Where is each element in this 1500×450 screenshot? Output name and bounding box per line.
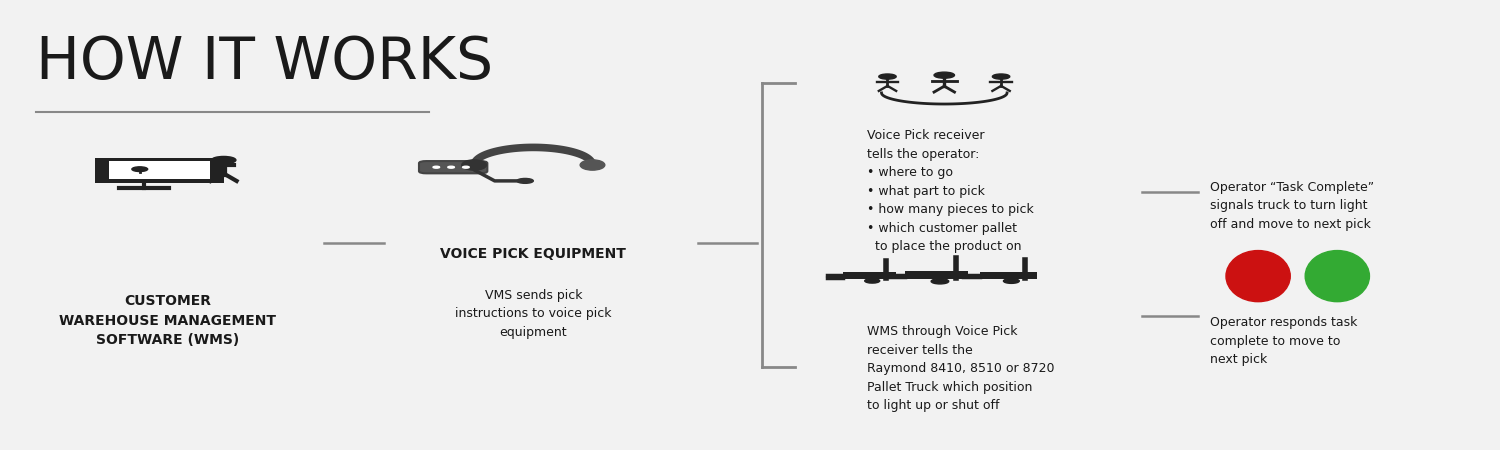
- Circle shape: [1004, 279, 1020, 284]
- Bar: [981, 272, 1036, 279]
- Circle shape: [132, 167, 147, 171]
- Text: Operator responds task
complete to move to
next pick: Operator responds task complete to move …: [1210, 316, 1358, 366]
- FancyBboxPatch shape: [110, 161, 210, 179]
- Text: Operator “Task Complete”
signals truck to turn light
off and move to next pick: Operator “Task Complete” signals truck t…: [1210, 180, 1374, 230]
- Ellipse shape: [462, 160, 486, 170]
- Text: HOW IT WORKS: HOW IT WORKS: [36, 34, 494, 91]
- FancyBboxPatch shape: [94, 158, 224, 183]
- Text: VOICE PICK EQUIPMENT: VOICE PICK EQUIPMENT: [441, 247, 626, 261]
- FancyBboxPatch shape: [419, 161, 488, 173]
- Circle shape: [932, 279, 948, 284]
- Circle shape: [448, 166, 454, 168]
- Circle shape: [879, 74, 896, 79]
- Text: VMS sends pick
instructions to voice pick
equipment: VMS sends pick instructions to voice pic…: [454, 289, 612, 339]
- Bar: [843, 272, 896, 279]
- Ellipse shape: [1226, 251, 1290, 302]
- Text: Voice Pick receiver
tells the operator:
• where to go
• what part to pick
• how : Voice Pick receiver tells the operator: …: [867, 130, 1033, 253]
- Text: WMS through Voice Pick
receiver tells the
Raymond 8410, 8510 or 8720
Pallet Truc: WMS through Voice Pick receiver tells th…: [867, 325, 1054, 412]
- Circle shape: [934, 72, 954, 78]
- Ellipse shape: [1305, 251, 1370, 302]
- Circle shape: [433, 166, 439, 168]
- Circle shape: [518, 179, 534, 183]
- Circle shape: [211, 157, 236, 164]
- Bar: [906, 271, 968, 279]
- Text: CUSTOMER
WAREHOUSE MANAGEMENT
SOFTWARE (WMS): CUSTOMER WAREHOUSE MANAGEMENT SOFTWARE (…: [58, 294, 276, 347]
- Ellipse shape: [580, 160, 604, 170]
- Circle shape: [865, 279, 879, 283]
- Circle shape: [993, 74, 1010, 79]
- Circle shape: [462, 166, 470, 168]
